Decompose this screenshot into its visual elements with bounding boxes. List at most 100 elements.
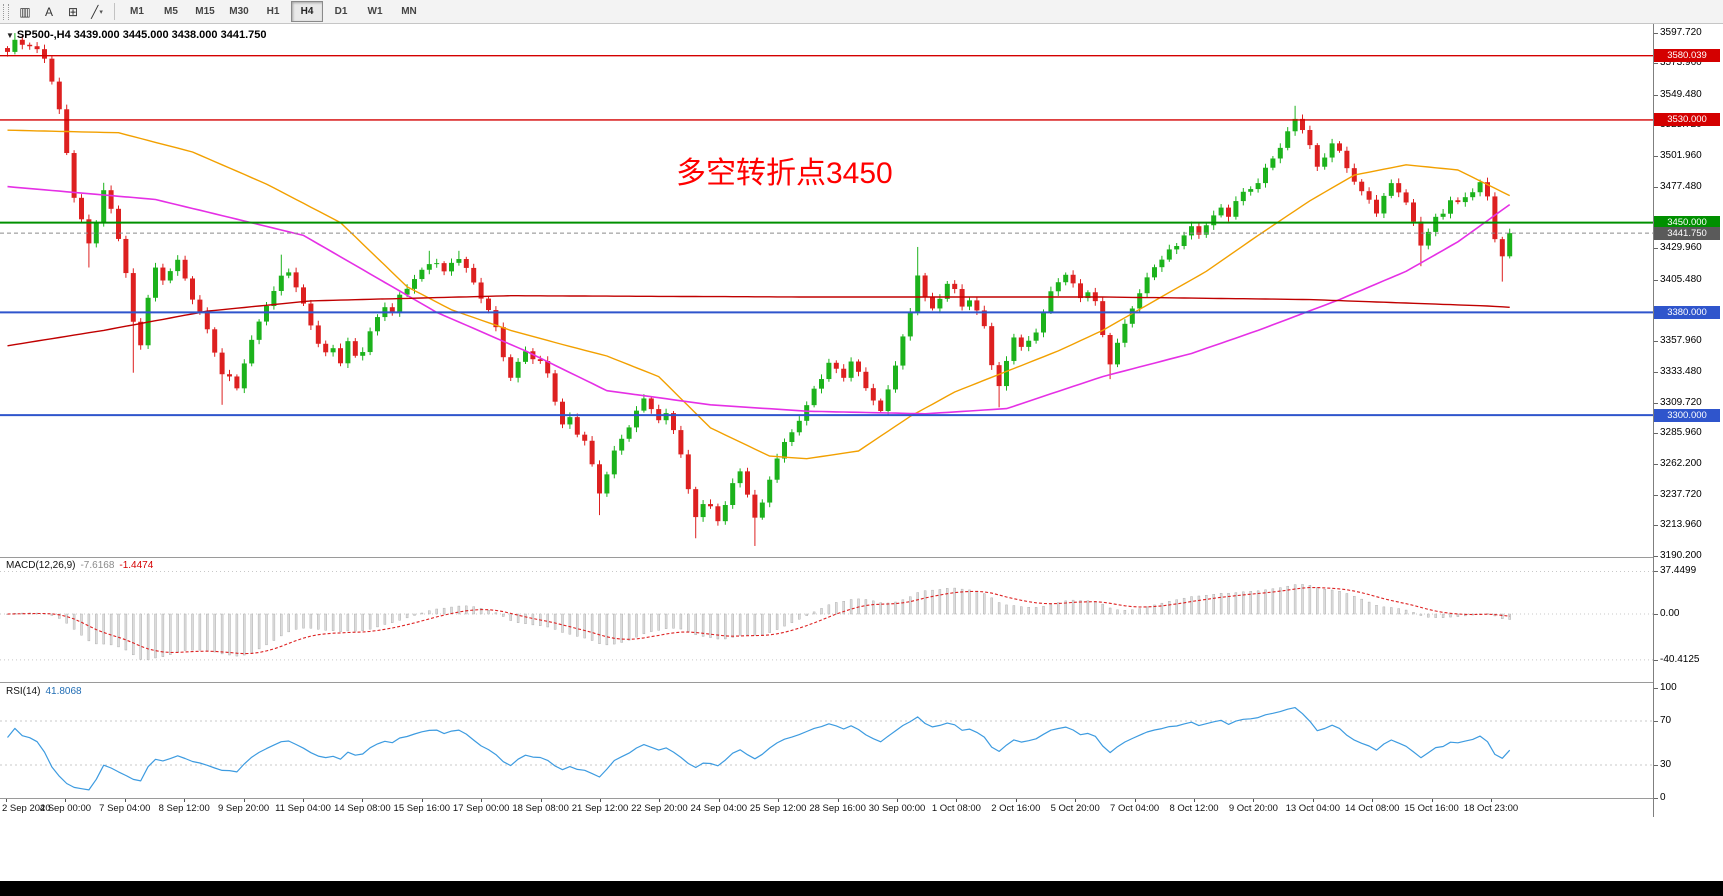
symbol-dropdown-icon[interactable]: ▼ [6,31,14,40]
price-axis-label: 3477.480 [1660,181,1702,193]
rsi-axis-label: 70 [1660,715,1672,726]
timeframe-button-h1[interactable]: H1 [266,6,280,17]
price-level-badge: 3380.000 [1654,305,1720,319]
dropdown-arrow-icon[interactable]: ▾ [99,8,103,16]
candle-body [323,343,329,353]
macd-histogram-bar [509,613,512,621]
main-price-chart[interactable] [0,24,1653,557]
quote-text: SP500-,H4 3439.000 3445.000 3438.000 344… [16,29,267,41]
rsi-indicator-panel[interactable] [0,683,1653,798]
candle-body [1374,199,1379,214]
macd-histogram-bar [1323,589,1326,615]
macd-histogram-bar [938,589,942,615]
candle-body [767,479,773,503]
macd-histogram-bar [346,613,350,632]
macd-histogram-bar [620,613,623,643]
price-axis-label: 3357.960 [1660,334,1702,346]
chart-annotation-text: 多空转折点3450 [676,157,893,190]
time-axis-tick [124,799,126,802]
candle-body [367,331,373,353]
macd-histogram-bar [50,613,54,616]
macd-histogram-bar [502,613,505,617]
candle-body [249,339,255,364]
candle-body [434,263,440,265]
time-axis[interactable]: 2 Sep 2020 4 Sep 00:00 7 Sep 04:00 8 Sep 12… [0,799,1653,819]
price-axis[interactable]: 3597.7203573.9603549.4803525.7203501.960… [1653,24,1723,817]
candle-body [1152,267,1157,278]
candle-body [1226,207,1231,217]
candle-body [1329,143,1335,158]
macd-histogram-bar [428,610,431,615]
candle-body [1004,360,1009,387]
time-axis-label: 4 Sep 00:00 [39,803,92,814]
candle-body [419,269,425,280]
macd-histogram-bar [553,613,557,630]
line-studies-tool[interactable]: ╱ ▾ [91,4,103,19]
timeframe-button-d1[interactable]: D1 [334,6,348,17]
timeframe-button-m5[interactable]: M5 [164,6,178,17]
candle-body [1078,283,1083,299]
time-axis-tick [1075,799,1077,802]
timeframe-button-m1[interactable]: M1 [130,6,144,17]
macd-histogram-bar [1131,609,1134,615]
candle-body [175,259,181,272]
macd-indicator-panel[interactable] [0,558,1653,682]
candle-body [271,290,277,307]
macd-histogram-bar [1219,593,1223,615]
macd-histogram-bar [642,613,646,635]
price-axis-tick [1654,187,1658,189]
time-axis-tick [837,799,839,802]
macd-histogram-bar [1404,609,1408,615]
toolbar-grip[interactable] [3,3,9,20]
price-axis-tick [1654,279,1658,281]
macd-histogram-bar [1338,591,1341,615]
candle-body [130,273,136,322]
panel-separator[interactable] [0,682,1653,683]
candle-body [1433,216,1439,232]
candle-body [412,279,417,289]
candle-body [1107,334,1113,365]
candle-body [1359,181,1365,192]
macd-histogram-bar [746,613,749,635]
macd-histogram-bar [1071,599,1075,615]
toolbar-separator [114,3,115,20]
timeframe-button-m15[interactable]: M15 [195,6,215,17]
candle-body [974,300,980,311]
price-axis-tick [1654,63,1658,65]
candle-body [671,413,676,431]
time-axis-tick [1015,799,1017,802]
text-label-tool[interactable]: A [44,4,53,19]
candle-body [397,294,403,313]
candle-body [234,376,240,389]
chart-area[interactable]: ▼ SP500-,H4 3439.000 3445.000 3438.000 34… [0,24,1723,896]
timeframe-button-w1[interactable]: W1 [367,6,383,17]
chart-window-icon[interactable]: ▥ [19,4,31,19]
panel-separator[interactable] [0,557,1653,558]
timeframe-button-h4[interactable]: H4 [291,1,323,22]
candle-body [730,483,736,505]
macd-main-value: -7.6168 [80,560,115,571]
candle-body [1440,213,1446,217]
candle-body [375,317,380,332]
macd-histogram-bar [243,613,246,656]
candle-body [486,298,491,311]
timeframe-button-mn[interactable]: MN [401,6,417,17]
timeframe-button-m30[interactable]: M30 [229,6,249,17]
time-axis-label: 22 Sep 20:00 [631,803,688,814]
macd-histogram-bar [1427,613,1430,618]
candle-body [634,410,639,428]
macd-histogram-bar [568,613,572,635]
candle-body [1263,167,1268,184]
candle-body [937,298,943,309]
candle-body [197,299,203,312]
time-axis-tick [421,799,423,802]
panel-separator [0,798,1653,799]
macd-histogram-bar [1108,607,1112,615]
macd-histogram-bar [257,613,261,650]
candle-body [1033,332,1039,341]
macd-histogram-bar [1020,606,1023,615]
price-axis-tick [1654,372,1658,374]
candle-body [878,400,884,412]
candle-body [678,430,684,455]
object-tool[interactable]: ⊞ [67,4,79,19]
